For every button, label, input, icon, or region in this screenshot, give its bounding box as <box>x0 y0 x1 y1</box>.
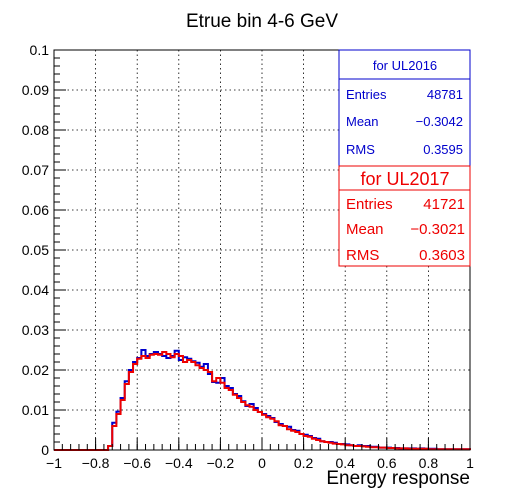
y-tick-label: 0.05 <box>22 242 49 258</box>
x-tick-label: 0 <box>258 455 266 471</box>
y-tick-label: 0.06 <box>22 202 49 218</box>
stats-box-frame <box>338 49 471 167</box>
x-tick-label: −0.2 <box>207 455 235 471</box>
stats-box-title: for UL2017 <box>360 169 449 189</box>
y-tick-label: 0.02 <box>22 362 49 378</box>
stats-mean-label: Mean <box>346 221 384 238</box>
y-tick-label: 0.04 <box>22 282 49 298</box>
stats-entries-value: 48781 <box>427 87 463 102</box>
stats-entries-value: 41721 <box>423 196 465 213</box>
x-tick-label: −1 <box>46 455 62 471</box>
x-tick-label: 0.6 <box>377 455 397 471</box>
stats-rms-value: 0.3603 <box>419 247 465 264</box>
stats-box-title: for UL2016 <box>373 58 437 73</box>
stats-rms-value: 0.3595 <box>423 142 463 157</box>
y-tick-labels: 0 0.01 0.02 0.03 0.04 0.05 0.06 0.07 0.08 0.09 0.1 <box>22 42 49 458</box>
stats-box-frame <box>338 165 471 267</box>
stats-box-ul2017: for UL2017 Entries 41721 Mean −0.3021 RM… <box>338 165 471 267</box>
stats-entries-label: Entries <box>346 196 393 213</box>
y-tick-label: 0.08 <box>22 122 49 138</box>
x-tick-label: −0.4 <box>165 455 193 471</box>
axis-ticks <box>53 49 471 451</box>
y-tick-label: 0.07 <box>22 162 49 178</box>
y-tick-label: 0 <box>41 442 49 458</box>
x-tick-label: 0.2 <box>294 455 314 471</box>
x-tick-labels: −1 −0.8 −0.6 −0.4 −0.2 0 0.2 0.4 0.6 0.8 1 <box>46 455 474 471</box>
x-tick-label: 0.8 <box>419 455 439 471</box>
x-tick-label: −0.8 <box>82 455 110 471</box>
y-tick-label: 0.09 <box>22 82 49 98</box>
x-axis-label: Energy response <box>326 468 470 489</box>
x-tick-label: −0.6 <box>123 455 151 471</box>
y-tick-label: 0.01 <box>22 402 49 418</box>
y-tick-label: 0.1 <box>30 42 50 58</box>
chart-title: Etrue bin 4-6 GeV <box>186 11 338 32</box>
x-tick-label: 1 <box>466 455 474 471</box>
stats-mean-label: Mean <box>346 114 379 129</box>
stats-entries-label: Entries <box>346 87 387 102</box>
stats-mean-value: −0.3042 <box>416 114 463 129</box>
stats-mean-value: −0.3021 <box>410 221 465 238</box>
stats-rms-label: RMS <box>346 247 379 264</box>
x-tick-label: 0.4 <box>335 455 355 471</box>
stats-rms-label: RMS <box>346 142 375 157</box>
stats-box-ul2016: for UL2016 Entries 48781 Mean −0.3042 RM… <box>338 49 471 167</box>
y-tick-label: 0.03 <box>22 322 49 338</box>
